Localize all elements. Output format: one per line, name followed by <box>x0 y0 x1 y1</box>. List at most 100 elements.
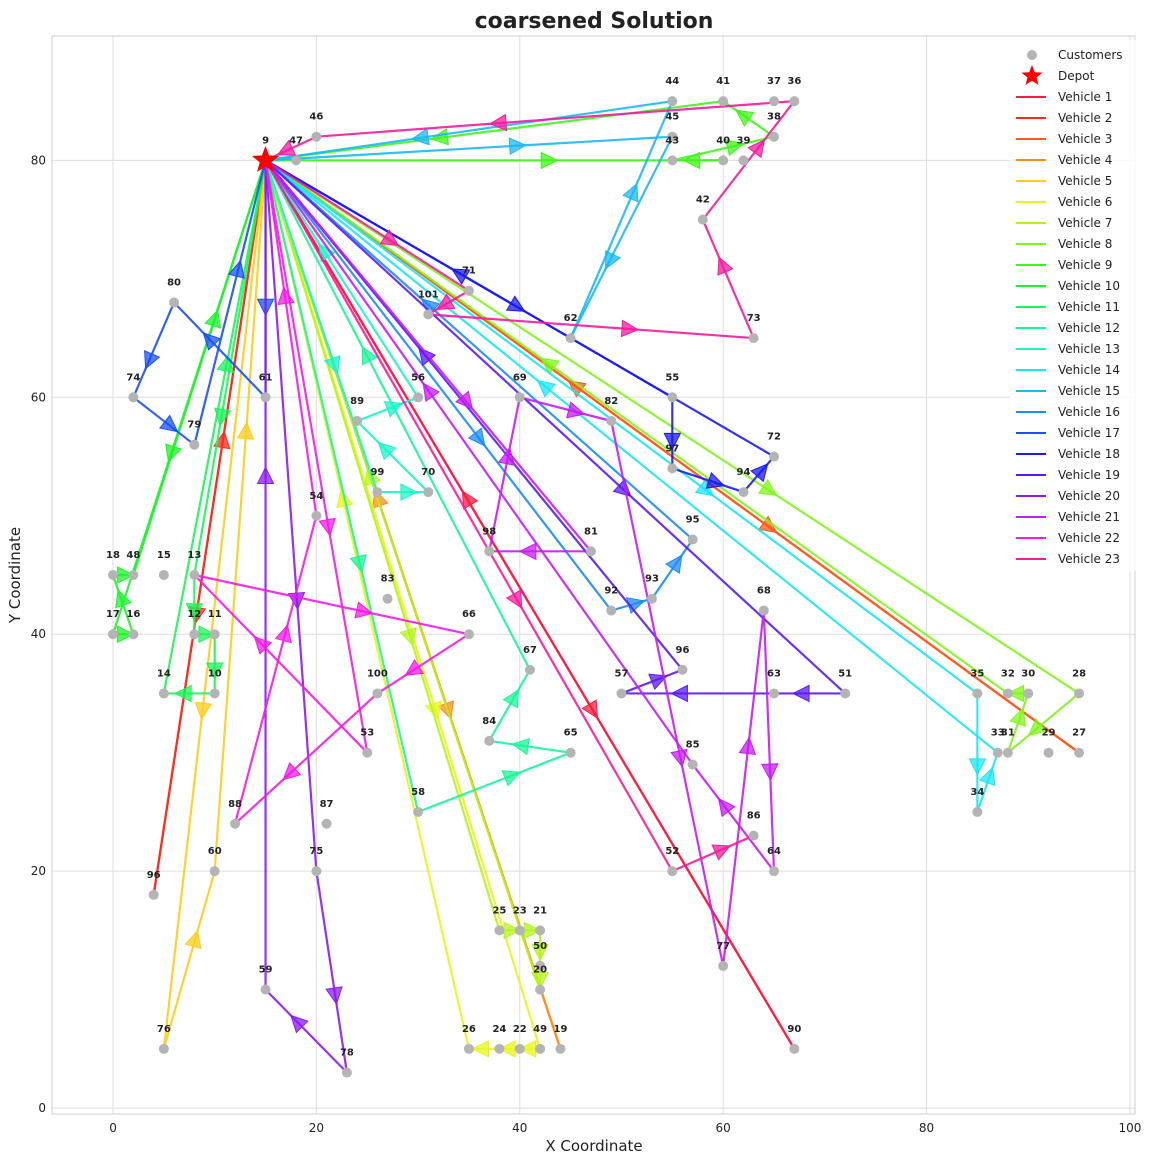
customer-point <box>128 570 139 580</box>
customer-point <box>555 1043 566 1054</box>
customer-label: 10 <box>208 668 222 679</box>
legend-series-label: Vehicle 10 <box>1058 279 1120 293</box>
legend-series-label: Vehicle 21 <box>1058 510 1120 524</box>
x-tick-label: 20 <box>309 1121 324 1135</box>
route-segment <box>264 159 999 754</box>
route-vehicle-11 <box>162 160 267 703</box>
route-arrow <box>1027 717 1048 737</box>
legend-series-label: Vehicle 9 <box>1058 258 1112 272</box>
customer-label: 32 <box>1001 668 1015 679</box>
route-vehicle-20 <box>256 160 348 1074</box>
customer-label: 48 <box>126 550 140 561</box>
legend: Customers Depot Vehicle 1 Vehicle 2 Vehicle … <box>1010 40 1136 571</box>
customer-point <box>311 510 322 521</box>
route-arrow <box>144 350 161 370</box>
customer-label: 95 <box>686 514 700 525</box>
customer-point <box>667 96 678 107</box>
customer-label: 81 <box>584 526 598 537</box>
route-arrow <box>471 1040 490 1058</box>
customer-label: 84 <box>482 716 496 727</box>
route-arrow <box>738 736 757 756</box>
route-segment <box>132 160 267 576</box>
customer-label: 60 <box>208 846 222 857</box>
customer-label: 83 <box>381 574 395 585</box>
route-vehicle-10 <box>111 160 267 644</box>
customer-label: 70 <box>421 467 435 478</box>
customer-point <box>789 1043 800 1054</box>
customer-point <box>606 416 617 426</box>
route-vehicle-12 <box>264 159 572 813</box>
customer-label: 16 <box>126 609 140 620</box>
route-segment <box>264 159 470 292</box>
route-segment <box>488 397 521 552</box>
legend-series-label: Vehicle 18 <box>1058 447 1120 461</box>
customer-label: 86 <box>747 811 761 822</box>
customer-point <box>209 688 220 699</box>
route-arrow <box>648 673 668 691</box>
legend-series-label: Vehicle 2 <box>1058 111 1112 125</box>
route-segment <box>315 870 348 1073</box>
route-arrow <box>461 490 479 510</box>
route-arrow <box>325 986 343 1006</box>
route-arrow <box>725 139 745 157</box>
route-segment <box>264 159 979 695</box>
y-axis-label: Y Coordinate <box>6 527 24 624</box>
route-arrow <box>501 770 522 787</box>
route-vehicle-17 <box>132 160 275 446</box>
route-arrow <box>620 319 640 338</box>
customer-label: 9 <box>262 135 269 146</box>
customer-label: 27 <box>1072 728 1086 739</box>
route-arrow <box>711 844 732 861</box>
customer-label: 22 <box>513 1024 527 1035</box>
route-vehicle-1 <box>264 159 796 1050</box>
route-vehicle-18 <box>264 159 775 494</box>
route-arrow <box>497 446 516 466</box>
route-arrow <box>605 249 621 270</box>
plot-frame <box>51 35 1136 1115</box>
customer-point <box>769 451 779 462</box>
customer-label: 15 <box>157 550 171 561</box>
y-tick-label: 40 <box>31 627 46 641</box>
legend-series-label: Vehicle 3 <box>1058 132 1112 146</box>
x-tick-label: 0 <box>109 1121 117 1135</box>
customer-label: 72 <box>767 432 781 443</box>
customer-label: 85 <box>686 740 700 751</box>
customer-point <box>585 546 596 557</box>
route-arrow <box>791 684 810 703</box>
customer-point <box>311 866 322 877</box>
route-segment <box>264 160 379 493</box>
customer-label: 96 <box>147 870 161 881</box>
route-vehicle-13 <box>264 159 430 501</box>
customer-label: 59 <box>259 965 273 976</box>
route-arrow <box>430 128 449 146</box>
route-segment <box>264 159 420 398</box>
route-arrow <box>184 929 202 950</box>
customer-label: 88 <box>228 799 242 810</box>
customer-point <box>646 593 657 604</box>
customer-point <box>667 392 678 403</box>
customer-label: 64 <box>767 846 781 857</box>
customer-label: 24 <box>492 1024 506 1035</box>
customer-point <box>189 439 200 450</box>
customer-point <box>1074 747 1085 758</box>
customer-label: 28 <box>1072 668 1086 679</box>
route-arrow <box>735 109 755 127</box>
route-arrow <box>174 684 192 703</box>
customer-point <box>463 629 474 640</box>
legend-customers-marker <box>1027 50 1037 60</box>
customer-label: 73 <box>747 313 761 324</box>
route-arrow <box>290 1014 309 1034</box>
customer-point <box>738 155 749 166</box>
y-tick-label: 20 <box>31 864 46 878</box>
customer-label: 37 <box>767 76 781 87</box>
customer-point <box>524 664 535 675</box>
y-tick-label: 60 <box>31 390 46 404</box>
customer-point <box>494 925 505 936</box>
route-segment <box>701 100 796 221</box>
route-segment <box>264 159 613 612</box>
route-arrow <box>508 137 527 155</box>
route-arrow <box>978 766 996 787</box>
route-segment <box>610 420 725 967</box>
